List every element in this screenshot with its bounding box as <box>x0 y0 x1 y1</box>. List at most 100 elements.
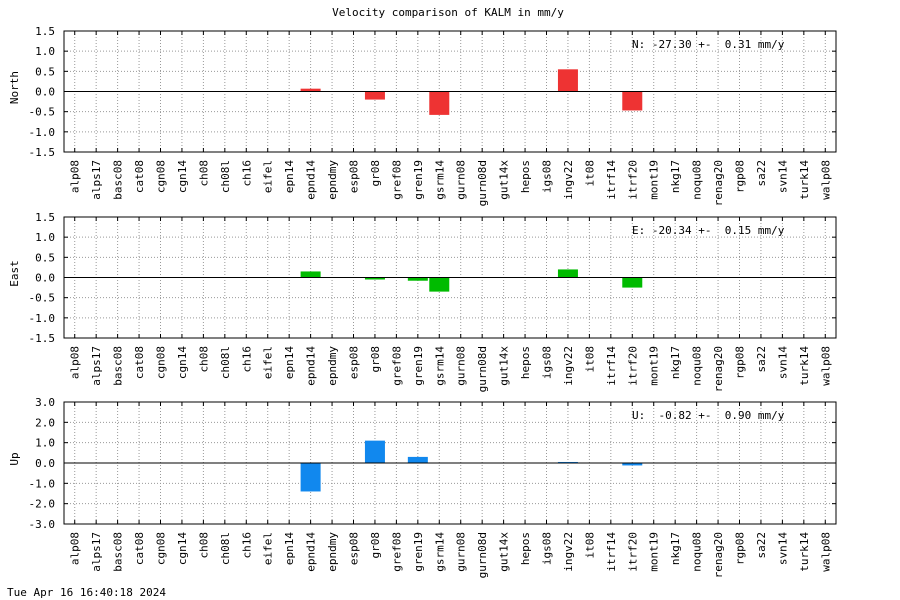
x-tick-label: noqu08 <box>691 160 704 200</box>
y-tick-label: 1.0 <box>35 437 55 450</box>
x-tick-label: sa22 <box>755 160 768 187</box>
x-tick-label: turk14 <box>798 532 811 572</box>
x-tick-label: ch08l <box>219 346 232 379</box>
x-tick-label: it08 <box>583 346 596 373</box>
x-tick-label: ch16 <box>240 346 253 373</box>
x-tick-label: epndmy <box>326 346 339 386</box>
bar-epnd14 <box>300 271 321 278</box>
x-tick-label: itrf20 <box>626 346 639 386</box>
x-tick-label: gref08 <box>390 346 403 386</box>
x-tick-label: basc08 <box>112 160 125 200</box>
x-tick-label: renag20 <box>712 160 725 206</box>
x-tick-label: itrf20 <box>626 532 639 572</box>
y-tick-label: -1.5 <box>29 332 56 345</box>
y-tick-label: -3.0 <box>29 518 56 531</box>
x-tick-label: hepos <box>519 346 532 379</box>
east-frame <box>63 216 837 339</box>
x-tick-label: it08 <box>583 532 596 559</box>
bar-gr08 <box>364 91 385 100</box>
y-tick-label: -1.0 <box>29 312 56 325</box>
x-tick-label: epnd14 <box>305 160 318 200</box>
x-tick-label: walp08 <box>819 346 832 386</box>
x-tick-label: gren19 <box>412 532 425 572</box>
x-tick-label: gurn08 <box>455 532 468 572</box>
x-tick-label: gurn08d <box>476 532 489 578</box>
bar-epnd14 <box>300 463 321 492</box>
x-tick-label: walp08 <box>819 160 832 200</box>
up-frame <box>63 401 837 525</box>
x-tick-label: mont19 <box>648 346 661 386</box>
east-axis-label: East <box>8 260 21 287</box>
x-tick-label: basc08 <box>112 532 125 572</box>
x-tick-label: eifel <box>262 346 275 379</box>
x-tick-label: rgp08 <box>734 160 747 193</box>
x-tick-label: basc08 <box>112 346 125 386</box>
x-tick-label: ch08 <box>197 346 210 373</box>
x-tick-label: gsrm14 <box>433 532 446 572</box>
x-tick-label: gut14x <box>498 532 511 572</box>
x-tick-label: igs08 <box>541 346 554 379</box>
x-tick-label: cgn14 <box>176 532 189 565</box>
x-tick-label: alp08 <box>69 532 82 565</box>
x-tick-label: turk14 <box>798 160 811 200</box>
x-tick-label: it08 <box>583 160 596 187</box>
x-tick-label: gurn08d <box>476 346 489 392</box>
x-tick-label: cgn08 <box>155 160 168 193</box>
y-tick-label: -1.5 <box>29 146 56 159</box>
x-tick-label: nkg17 <box>669 346 682 379</box>
x-tick-label: gr08 <box>369 346 382 373</box>
up-axis-label: Up <box>8 452 21 465</box>
bar-gr08 <box>364 440 385 463</box>
up-annotation: U: -0.82 +- 0.90 mm/y <box>632 409 785 422</box>
up-panel: 3.0 2.0 1.0 0.0 -1.0 -2.0 -3.0 alp08 alps17 basc0… <box>8 396 837 578</box>
bar-itrf20 <box>622 91 643 111</box>
y-tick-label: 1.0 <box>35 231 55 244</box>
x-tick-label: sa22 <box>755 532 768 559</box>
x-tick-label: rgp08 <box>734 346 747 379</box>
y-tick-label: 0.0 <box>35 272 55 285</box>
x-tick-label: mont19 <box>648 160 661 200</box>
y-tick-label: -0.5 <box>29 292 56 305</box>
y-tick-label: 2.0 <box>35 416 55 429</box>
north-annotation: N: -27.30 +- 0.31 mm/y <box>632 38 785 51</box>
x-tick-label: gr08 <box>369 160 382 187</box>
x-tick-label: gr08 <box>369 532 382 559</box>
timestamp: Tue Apr 16 16:40:18 2024 <box>7 586 166 599</box>
x-tick-label: igs08 <box>541 160 554 193</box>
x-tick-label: gren19 <box>412 346 425 386</box>
x-tick-label: epndmy <box>326 160 339 200</box>
x-tick-label: gren19 <box>412 160 425 200</box>
x-tick-label: gsrm14 <box>433 346 446 386</box>
east-panel: 1.5 1.0 0.5 0.0 -0.5 -1.0 -1.5 alp08 alps17 basc0… <box>8 211 837 392</box>
x-tick-label: gut14x <box>498 346 511 386</box>
x-tick-label: alp08 <box>69 346 82 379</box>
x-tick-label: ch08l <box>219 532 232 565</box>
x-tick-label: renag20 <box>712 532 725 578</box>
y-tick-label: 3.0 <box>35 396 55 409</box>
x-tick-label: alps17 <box>90 532 103 572</box>
x-tick-label: epn14 <box>283 346 296 379</box>
bar-gsrm14 <box>429 277 450 292</box>
x-tick-label: gref08 <box>390 160 403 200</box>
x-tick-label: epn14 <box>283 532 296 565</box>
x-tick-label: ingv22 <box>562 532 575 572</box>
y-tick-label: -1.0 <box>29 126 56 139</box>
x-tick-label: cat08 <box>133 160 146 193</box>
bar-itrf20 <box>622 277 643 288</box>
x-tick-label: alps17 <box>90 346 103 386</box>
x-tick-label: epnd14 <box>305 346 318 386</box>
x-tick-label: cgn08 <box>155 346 168 379</box>
x-tick-label: gref08 <box>390 532 403 572</box>
x-tick-label: hepos <box>519 160 532 193</box>
x-tick-label: esp08 <box>348 532 361 565</box>
y-tick-label: -0.5 <box>29 106 56 119</box>
bar-itrf20 <box>622 463 643 466</box>
y-tick-label: 0.0 <box>35 86 55 99</box>
x-tick-label: cat08 <box>133 532 146 565</box>
x-tick-label: cat08 <box>133 346 146 379</box>
y-tick-label: 1.0 <box>35 45 55 58</box>
x-tick-label: turk14 <box>798 346 811 386</box>
x-tick-label: gurn08 <box>455 160 468 200</box>
x-tick-label: itrf14 <box>605 346 618 386</box>
x-tick-label: ch08 <box>197 160 210 187</box>
